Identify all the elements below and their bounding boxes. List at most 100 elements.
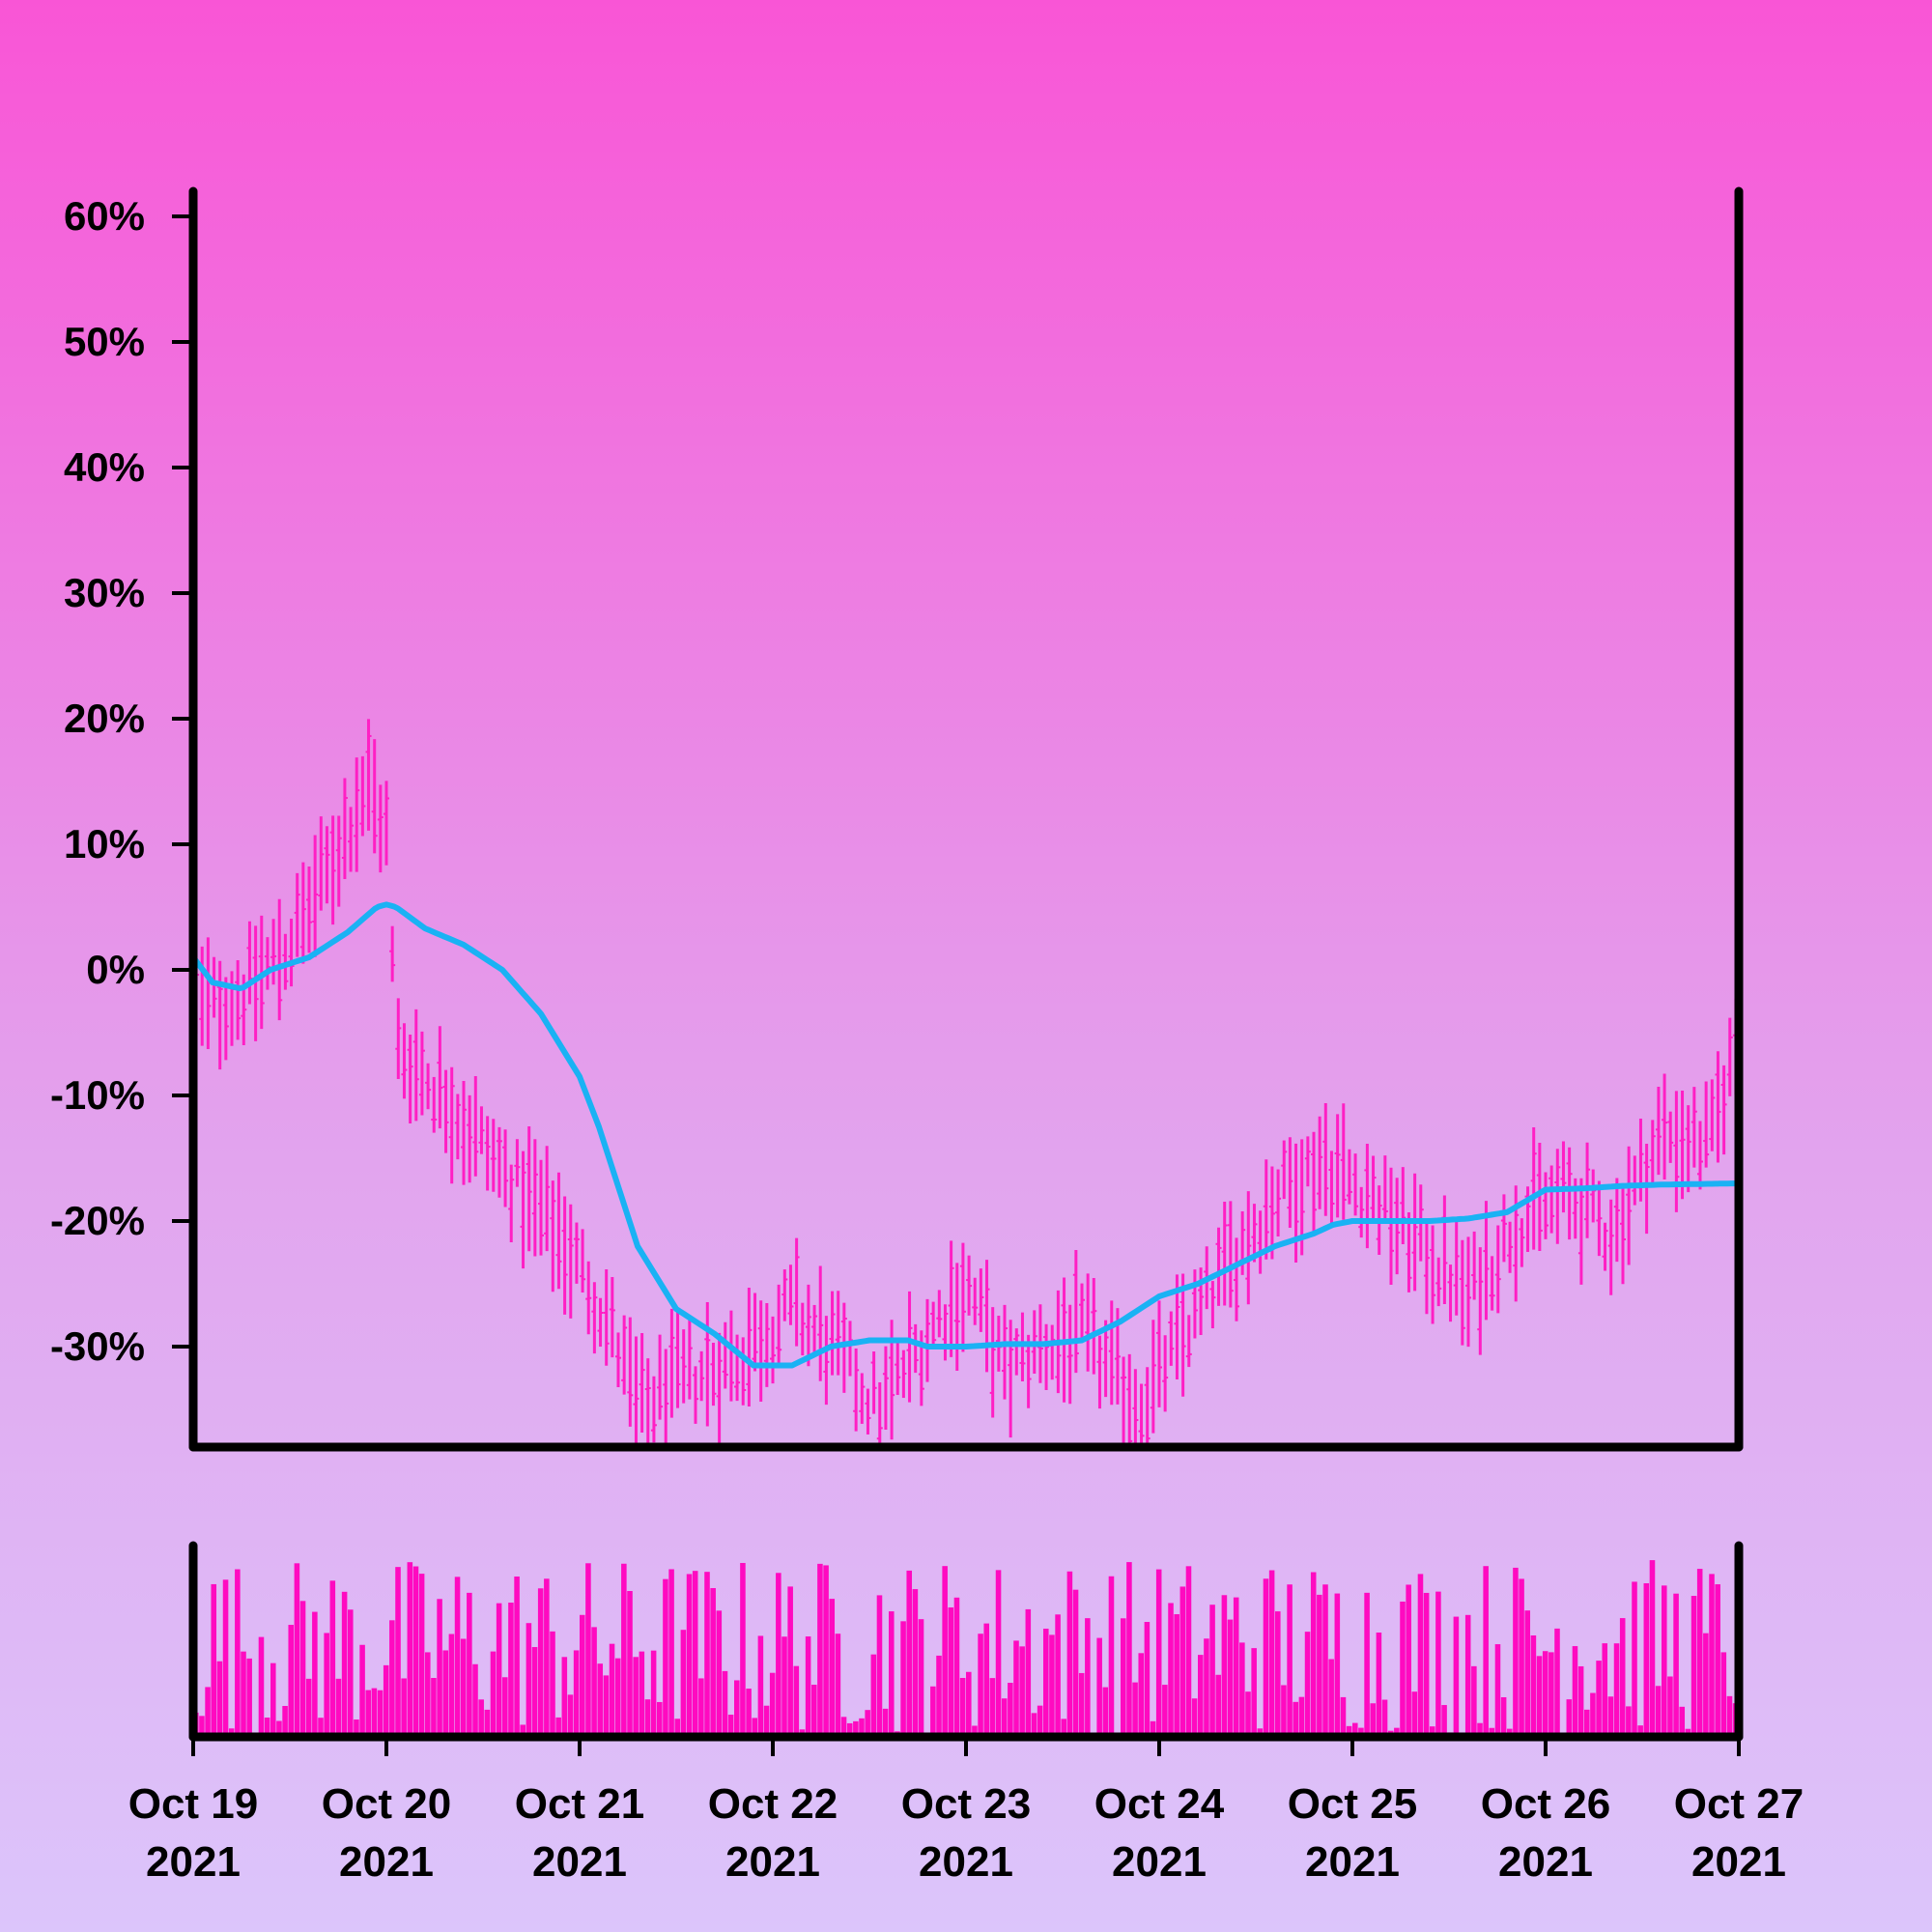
volume-bar [460, 1638, 467, 1737]
volume-bar [1662, 1585, 1667, 1737]
ohlc-bar [1566, 1147, 1573, 1240]
ohlc-bar [1293, 1143, 1299, 1263]
ohlc-bar [1602, 1222, 1608, 1271]
ohlc-bar [680, 1329, 687, 1404]
ohlc-bar [734, 1334, 741, 1402]
ohlc-bar [365, 719, 372, 831]
ohlc-bar [1477, 1247, 1484, 1355]
volume-bar [1185, 1566, 1192, 1737]
volume-bar [561, 1657, 568, 1737]
volume-bar [1709, 1574, 1715, 1737]
ohlc-bar [740, 1337, 747, 1406]
volume-bar [1233, 1597, 1239, 1737]
ohlc-bar [1066, 1304, 1073, 1405]
volume-bar [288, 1625, 295, 1737]
volume-bar [1298, 1696, 1305, 1737]
volume-bar [1667, 1676, 1673, 1737]
ohlc-bar [514, 1139, 521, 1187]
ohlc-bar [448, 1066, 455, 1184]
volume-bar [1649, 1560, 1656, 1737]
volume-bar [490, 1651, 497, 1737]
ohlc-bar [1198, 1267, 1205, 1336]
volume-bar [1179, 1586, 1186, 1737]
ohlc-bar [318, 816, 325, 911]
ohlc-bar [924, 1298, 930, 1382]
y-tick-label: -10% [50, 1072, 145, 1118]
ohlc-bar [1471, 1231, 1478, 1300]
volume-bar [650, 1650, 657, 1737]
volume-bar [734, 1680, 740, 1737]
volume-bar [1703, 1633, 1709, 1737]
ohlc-bar [959, 1242, 966, 1352]
ohlc-bar [1494, 1225, 1501, 1314]
volume-bar [1221, 1595, 1228, 1737]
volume-bar [235, 1569, 241, 1737]
ohlc-bar [1613, 1178, 1620, 1263]
volume-bar [341, 1591, 348, 1737]
ohlc-bar [597, 1297, 604, 1348]
y-tick-label: 60% [64, 193, 145, 239]
volume-bar [264, 1718, 270, 1737]
volume-bar [1162, 1685, 1168, 1737]
ohlc-bar [972, 1277, 979, 1325]
volume-bar [1126, 1562, 1132, 1737]
ohlc-bar [1596, 1180, 1603, 1257]
volume-bar [609, 1643, 615, 1737]
ohlc-bar [674, 1310, 681, 1408]
volume-bar [1013, 1640, 1019, 1737]
ohlc-bar [1234, 1237, 1239, 1321]
y-tick-label: 50% [64, 319, 145, 364]
volume-bar [1637, 1725, 1643, 1737]
volume-bar [698, 1678, 704, 1737]
ohlc-bar [1400, 1167, 1406, 1244]
volume-bar [371, 1688, 378, 1737]
volume-bar [668, 1569, 674, 1737]
volume-bar [686, 1574, 693, 1737]
volume-bar [241, 1651, 246, 1737]
volume-bar [1453, 1616, 1460, 1737]
volume-bar [710, 1588, 716, 1737]
volume-bar [1400, 1601, 1406, 1737]
ohlc-bar [895, 1341, 901, 1396]
ohlc-bar [1530, 1126, 1537, 1250]
ohlc-bar [835, 1291, 841, 1376]
volume-bar [1346, 1725, 1352, 1737]
volume-bar [870, 1654, 877, 1737]
ohlc-bar [1548, 1165, 1555, 1234]
volume-bar [526, 1623, 532, 1737]
volume-bar [1613, 1643, 1620, 1737]
ohlc-bar [1102, 1320, 1109, 1398]
volume-bar [448, 1634, 455, 1737]
volume-bar [1619, 1618, 1626, 1737]
volume-bar [1304, 1632, 1311, 1737]
volume-bar [1251, 1648, 1257, 1737]
volume-bar [1513, 1567, 1519, 1737]
ohlc-bar [603, 1268, 610, 1366]
volume-bar [1596, 1661, 1602, 1737]
ohlc-bar [823, 1316, 830, 1406]
volume-bar [1406, 1584, 1411, 1737]
ohlc-bar [1096, 1335, 1103, 1409]
volume-bar [1204, 1638, 1209, 1737]
ohlc-bar [1697, 1121, 1703, 1190]
y-tick-label: -30% [50, 1323, 145, 1369]
volume-bar [1584, 1709, 1590, 1737]
volume-bar [846, 1722, 853, 1737]
ohlc-bar [1085, 1273, 1092, 1372]
volume-bar [1174, 1614, 1179, 1737]
ohlc-bar [467, 1094, 473, 1183]
ohlc-bar [526, 1126, 532, 1252]
volume-bar [1150, 1720, 1156, 1737]
volume-bar [299, 1601, 306, 1737]
ohlc-bar [727, 1310, 734, 1402]
volume-bar [972, 1725, 978, 1737]
volume-bar [769, 1672, 776, 1737]
ohlc-bar [698, 1350, 705, 1402]
ohlc-bar [1091, 1278, 1097, 1375]
volume-bar [900, 1621, 906, 1737]
volume-bar [514, 1577, 520, 1737]
volume-bar [1085, 1618, 1091, 1737]
ohlc-bar [1607, 1199, 1614, 1295]
ohlc-bar [1364, 1143, 1371, 1249]
